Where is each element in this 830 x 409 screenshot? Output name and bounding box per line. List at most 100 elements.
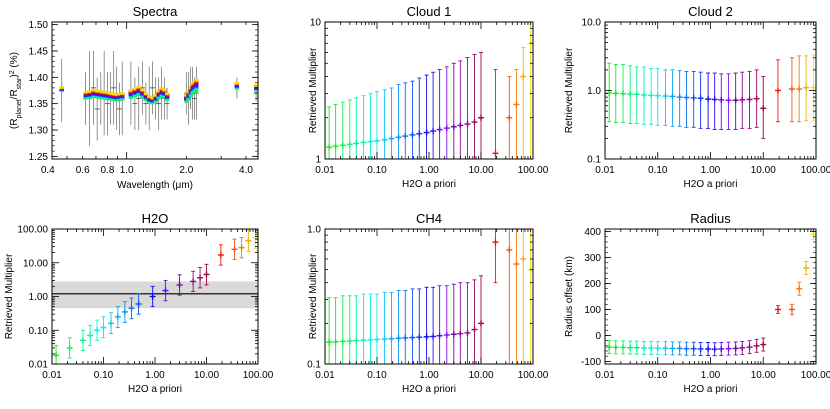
model-point bbox=[102, 90, 107, 94]
y-axis-label: Retrieved Multiplier bbox=[308, 253, 319, 339]
x-tick-label: 0.10 bbox=[367, 165, 387, 176]
plot-area-spectra bbox=[59, 50, 258, 146]
x-tick-label: 0.10 bbox=[367, 370, 387, 381]
y-tick-label: 1.50 bbox=[29, 20, 49, 31]
plot-frame bbox=[324, 21, 534, 160]
model-point bbox=[188, 86, 193, 89]
y-axis-label: Radius offset (km) bbox=[564, 256, 575, 337]
y-tick-label: 1.30 bbox=[29, 126, 49, 137]
x-tick-label: 0.10 bbox=[648, 165, 668, 176]
model-point bbox=[150, 96, 155, 100]
y-axis-label-part: (R bbox=[9, 118, 20, 129]
x-tick-label: 0.01 bbox=[42, 370, 62, 381]
y-tick-label: 1 bbox=[315, 155, 321, 166]
y-tick-label: 10.00 bbox=[23, 258, 48, 269]
model-point bbox=[143, 92, 148, 95]
x-tick-label: 10.00 bbox=[751, 165, 776, 176]
model-point bbox=[147, 95, 152, 98]
x-tick-label: 1.00 bbox=[701, 165, 721, 176]
model-point bbox=[59, 86, 64, 89]
y-axis-label-part: (%) bbox=[9, 52, 20, 70]
model-point bbox=[120, 92, 125, 95]
model-point bbox=[254, 84, 258, 87]
x-axis-label: H2O a priori bbox=[684, 384, 738, 395]
y-tick-label: 0.1 bbox=[307, 360, 321, 371]
x-axis-label: H2O a priori bbox=[684, 179, 738, 190]
model-point bbox=[186, 90, 191, 94]
y-tick-label: 300 bbox=[584, 253, 601, 264]
x-tick-label: 100.00 bbox=[518, 165, 549, 176]
y-tick-label: 1.00 bbox=[29, 292, 49, 303]
panel-cloud2: Cloud 2 0.01 0.10 1.00 10.00 100.00 0.1 1.0 10.0… bbox=[564, 4, 830, 190]
chart-title: Cloud 1 bbox=[407, 4, 452, 19]
model-point bbox=[136, 85, 141, 89]
y-tick-label: 1.25 bbox=[29, 152, 49, 163]
plot-area-cloud2 bbox=[606, 54, 816, 139]
y-tick-label: 1.40 bbox=[29, 73, 49, 84]
y-axis-label-part: /R bbox=[9, 89, 20, 99]
y-tick-label: 10.0 bbox=[582, 18, 602, 29]
plot-area-h2o bbox=[52, 229, 258, 364]
y-axis-label-part: ) bbox=[9, 74, 20, 77]
panel-spectra: Spectra 0.4 0.6 0.8 1.0 2.0 4.0 1.25 1.30 1.35 1.4… bbox=[9, 4, 259, 191]
x-tick-label: 100.00 bbox=[801, 370, 830, 381]
x-tick-label: 1.00 bbox=[701, 370, 721, 381]
y-tick-label: 0 bbox=[595, 331, 601, 342]
plot-area-ch4 bbox=[326, 229, 533, 364]
model-point bbox=[95, 89, 100, 93]
x-axis-label: H2O a priori bbox=[128, 384, 182, 395]
y-tick-label: 400 bbox=[584, 227, 601, 238]
y-axis-label: Retrieved Multiplier bbox=[564, 47, 575, 133]
x-tick-label: 0.10 bbox=[648, 370, 668, 381]
chart-title: Cloud 2 bbox=[688, 4, 733, 19]
x-tick-label: 0.01 bbox=[595, 165, 615, 176]
y-tick-label: 1.35 bbox=[29, 99, 49, 110]
plot-frame bbox=[604, 21, 817, 160]
model-point bbox=[91, 88, 96, 92]
plot-frame bbox=[51, 21, 259, 160]
chart-title: H2O bbox=[142, 211, 169, 226]
panel-h2o: H2O 0.01 0.10 1.00 10.00 100.00 0.01 0.10 1.00 10… bbox=[4, 211, 274, 395]
plot-frame bbox=[51, 228, 259, 365]
y-tick-label: 100.00 bbox=[17, 225, 48, 236]
chart-title: Radius bbox=[690, 211, 731, 226]
model-point bbox=[108, 92, 113, 95]
y-tick-label: 0.01 bbox=[29, 360, 49, 371]
y-tick-label: 1.45 bbox=[29, 46, 49, 57]
model-point bbox=[165, 92, 170, 95]
y-tick-label: -100 bbox=[581, 357, 601, 368]
panel-ch4: CH4 0.01 0.10 1.00 10.00 100.00 0.1 1.0 H2O a pr… bbox=[307, 211, 549, 395]
y-tick-label: 1.0 bbox=[587, 86, 601, 97]
model-point bbox=[87, 90, 92, 93]
x-tick-label: 0.4 bbox=[41, 165, 55, 176]
plot-frame bbox=[604, 228, 817, 365]
model-point bbox=[140, 88, 145, 91]
model-point bbox=[162, 88, 167, 91]
y-axis-label-part: 2 bbox=[9, 70, 16, 74]
x-tick-label: 2.0 bbox=[179, 165, 193, 176]
y-tick-label: 1.0 bbox=[307, 225, 321, 236]
chart-title: Spectra bbox=[133, 4, 179, 19]
x-tick-label: 0.8 bbox=[101, 165, 115, 176]
model-point bbox=[111, 92, 116, 96]
model-point bbox=[184, 93, 189, 97]
model-point bbox=[194, 78, 199, 82]
x-axis-label-mu: μ bbox=[176, 180, 182, 191]
panel-cloud1: Cloud 1 0.01 0.10 1.00 10.00 100.00 1 10 H2O a p… bbox=[308, 4, 549, 190]
y-axis-label: Retrieved Multiplier bbox=[4, 253, 15, 339]
model-point bbox=[156, 89, 161, 93]
x-tick-label: 1.00 bbox=[145, 370, 165, 381]
x-axis-label-text: Wavelength ( bbox=[117, 180, 176, 191]
x-tick-label: 100.00 bbox=[243, 370, 274, 381]
y-tick-label: 10 bbox=[310, 18, 322, 29]
x-axis-label: H2O a priori bbox=[402, 384, 456, 395]
plot-frame bbox=[324, 228, 534, 365]
x-axis-label: Wavelength (μm) bbox=[117, 180, 193, 191]
x-tick-label: 10.00 bbox=[194, 370, 219, 381]
x-tick-label: 4.0 bbox=[239, 165, 253, 176]
model-point bbox=[83, 90, 88, 94]
model-point bbox=[153, 93, 158, 97]
x-tick-label: 0.10 bbox=[94, 370, 114, 381]
y-tick-label: 100 bbox=[584, 305, 601, 316]
x-axis-label: H2O a priori bbox=[402, 179, 456, 190]
